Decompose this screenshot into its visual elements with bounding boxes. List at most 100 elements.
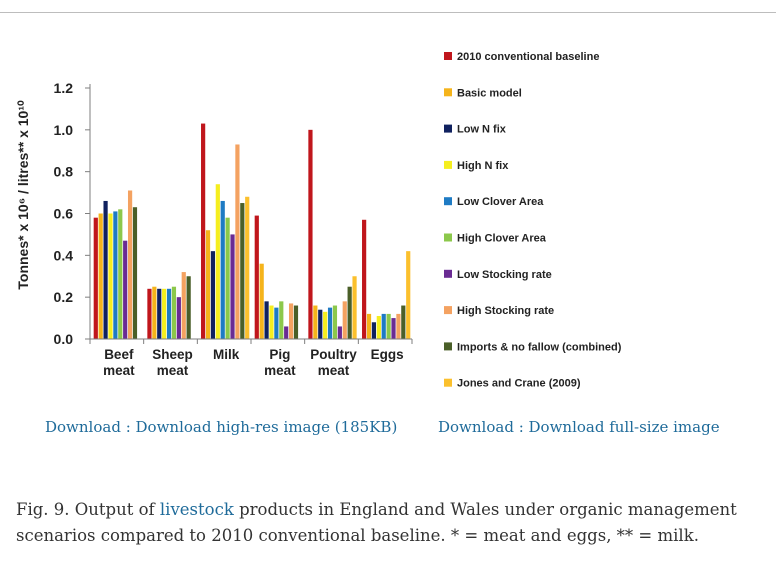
legend: 2010 conventional baseline Basic model Low… xyxy=(444,51,622,390)
download-fullsize-link[interactable]: Download : Download full-size image xyxy=(438,418,720,436)
bar xyxy=(347,286,352,339)
legend-swatch xyxy=(444,160,452,169)
bar xyxy=(215,184,220,339)
bar xyxy=(288,303,294,339)
bar xyxy=(318,309,323,339)
bar xyxy=(279,301,284,339)
x-tick-label: Milk xyxy=(213,347,240,362)
axes xyxy=(89,84,413,344)
y-tick-label: 1.2 xyxy=(54,80,74,96)
bar xyxy=(396,313,401,339)
legend-swatch xyxy=(444,342,452,351)
download-fullsize-link-container: Download : Download full-size image xyxy=(438,418,720,436)
legend-label: Low Clover Area xyxy=(457,196,544,208)
caption-suffix: products in England and Wales under orga… xyxy=(16,500,737,545)
legend-label: Low N fix xyxy=(457,124,507,136)
legend-label: High N fix xyxy=(457,160,509,172)
x-tick-label: Pig xyxy=(269,347,290,362)
legend-swatch xyxy=(444,88,452,97)
download-hires-link-container: Download : Download high-res image (185K… xyxy=(45,418,397,436)
x-tick-label: meat xyxy=(157,363,189,378)
legend-label: Basic model xyxy=(457,87,522,99)
bar xyxy=(332,305,338,339)
legend-label: High Stocking rate xyxy=(457,305,554,317)
bar xyxy=(406,251,411,339)
bar xyxy=(108,213,113,339)
bar xyxy=(313,305,318,339)
bar xyxy=(113,211,118,339)
bar xyxy=(240,203,245,339)
bar xyxy=(391,318,396,339)
x-tick-label: meat xyxy=(103,363,135,378)
bar xyxy=(274,307,279,340)
livestock-link[interactable]: livestock xyxy=(159,500,234,519)
bar xyxy=(98,213,103,339)
y-tick-label: 0.6 xyxy=(54,206,74,222)
bar xyxy=(259,263,264,339)
x-tick-label: Eggs xyxy=(371,347,404,362)
bar xyxy=(220,200,225,339)
bar xyxy=(284,326,289,339)
figure-caption: Fig. 9. Output of livestock products in … xyxy=(16,497,766,549)
x-tick-label: Beef xyxy=(104,347,134,362)
bar xyxy=(127,190,133,339)
x-tick-label: Poultry xyxy=(310,347,357,362)
legend-swatch xyxy=(444,52,452,60)
legend-swatch xyxy=(444,306,452,315)
bar xyxy=(235,144,240,339)
bar xyxy=(366,313,372,339)
y-tick-label: 1.0 xyxy=(54,122,74,138)
bar xyxy=(181,272,186,339)
bar xyxy=(323,311,328,339)
legend-label: Jones and Crane (2009) xyxy=(457,378,581,390)
bar xyxy=(152,286,157,339)
legend-swatch xyxy=(444,124,452,133)
bar xyxy=(371,322,377,339)
bar xyxy=(118,209,123,339)
bar xyxy=(254,215,259,339)
legend-swatch xyxy=(444,233,452,242)
legend-swatch xyxy=(444,378,452,387)
bar xyxy=(93,217,98,339)
legend-label: High Clover Area xyxy=(457,233,547,245)
bar xyxy=(269,305,274,339)
bar xyxy=(132,207,138,339)
bar xyxy=(308,129,313,339)
top-divider xyxy=(0,12,776,13)
y-axis-title: Tonnes* x 10⁶ / litres** x 10¹⁰ xyxy=(15,100,31,290)
x-tick-label: meat xyxy=(318,363,350,378)
legend-label: Low Stocking rate xyxy=(457,269,552,281)
y-tick-label: 0.0 xyxy=(54,331,74,347)
y-tick-label: 0.4 xyxy=(54,247,74,263)
bar xyxy=(103,200,108,339)
bar xyxy=(401,305,406,339)
x-tick-label: Sheep xyxy=(152,347,193,362)
bar xyxy=(186,276,191,339)
y-axis-title-group: Tonnes* x 10⁶ / litres** x 10¹⁰ xyxy=(15,100,31,290)
bars xyxy=(93,123,411,340)
caption-prefix: Fig. 9. Output of xyxy=(16,500,160,519)
bar xyxy=(245,196,250,339)
legend-label: Imports & no fallow (combined) xyxy=(457,341,622,353)
bar xyxy=(205,230,211,339)
bar xyxy=(381,313,386,339)
legend-swatch xyxy=(444,269,452,278)
bar xyxy=(386,313,391,339)
bar xyxy=(352,276,357,339)
bar xyxy=(162,288,167,339)
bar xyxy=(327,307,333,340)
y-axis-ticks: 0.0 0.2 0.4 0.6 0.8 1.0 1.2 xyxy=(54,80,90,347)
bar xyxy=(147,288,152,339)
bar xyxy=(264,301,269,339)
y-tick-label: 0.8 xyxy=(54,164,74,180)
download-hires-link[interactable]: Download : Download high-res image (185K… xyxy=(45,418,398,436)
bar xyxy=(337,326,342,339)
bar xyxy=(376,315,381,339)
y-tick-label: 0.2 xyxy=(54,289,74,305)
bar xyxy=(342,301,347,339)
legend-swatch xyxy=(444,197,452,206)
bar xyxy=(230,234,235,339)
bar xyxy=(362,219,367,339)
bar xyxy=(225,217,230,339)
